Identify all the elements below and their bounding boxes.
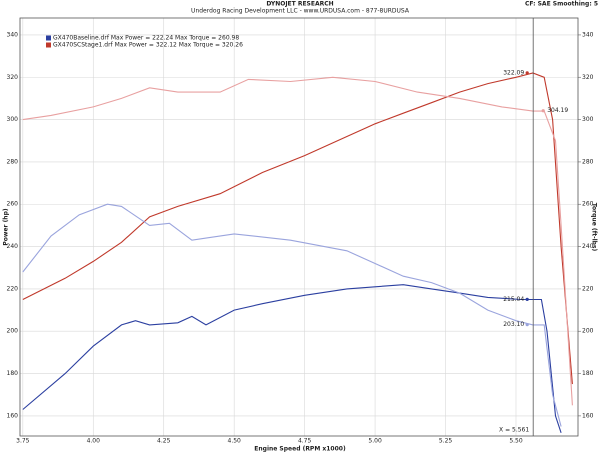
readout-dot	[525, 297, 529, 302]
y-tick-label: 240	[7, 243, 19, 250]
readout-dot	[525, 323, 529, 327]
x-tick-label: 5.25	[439, 438, 453, 445]
readout-label: 203.10	[503, 321, 524, 328]
plot-frame	[19, 17, 579, 437]
y-tick-label: 260	[7, 201, 19, 208]
readout-label: 304.19	[547, 107, 568, 114]
y2-tick-label: 180	[582, 370, 594, 377]
x-tick-label: 5.00	[368, 438, 382, 445]
y2-tick-label: 220	[582, 285, 594, 292]
y-tick-label: 300	[7, 116, 19, 123]
y2-tick-label: 260	[582, 201, 594, 208]
readout-label: 215.04	[503, 296, 524, 303]
x-tick-label: 4.75	[298, 438, 312, 445]
series-line	[22, 203, 562, 427]
y-tick-label: 200	[7, 328, 19, 335]
x-axis-label: Engine Speed (RPM x1000)	[254, 446, 346, 453]
corner-note: CF: SAE Smoothing: 5	[525, 1, 598, 8]
y-tick-label: 340	[7, 31, 19, 38]
y2-tick-label: 320	[582, 74, 594, 81]
y2-tick-label: 340	[582, 31, 594, 38]
x-tick-label: 4.00	[87, 438, 101, 445]
x-tick-label: 5.50	[509, 438, 523, 445]
y-axis-label: Power (hp)	[3, 208, 10, 245]
y2-tick-label: 200	[582, 328, 594, 335]
readout-label: 322.09	[503, 69, 524, 76]
chart-title: DYNOJET RESEARCH	[266, 1, 333, 8]
y2-tick-label: 280	[582, 158, 594, 165]
y2-axis-label: Torque (ft-lbs)	[591, 203, 598, 252]
y-tick-label: 320	[7, 74, 19, 81]
y-tick-label: 180	[7, 370, 19, 377]
y2-tick-label: 300	[582, 116, 594, 123]
y-tick-label: 160	[7, 412, 19, 419]
readout-dot	[541, 109, 545, 113]
readout-dot	[525, 71, 529, 75]
legend-swatch	[46, 42, 51, 48]
chart-subtitle: Underdog Racing Development LLC - www.UR…	[191, 8, 410, 15]
y-tick-label: 280	[7, 158, 19, 165]
cursor-label: X = 5.561	[499, 427, 529, 434]
y-tick-label: 220	[7, 285, 19, 292]
y2-tick-label: 160	[582, 412, 594, 419]
legend-label: GX470Baseline.drf Max Power = 222.24 Max…	[53, 35, 239, 42]
series-line	[22, 72, 573, 385]
x-tick-label: 4.50	[228, 438, 242, 445]
x-tick-label: 3.75	[16, 438, 30, 445]
y2-tick-label: 240	[582, 243, 594, 250]
legend-swatch	[46, 35, 51, 41]
legend-label: GX470SCStage1.drf Max Power = 322.12 Max…	[53, 42, 243, 49]
x-tick-label: 4.25	[157, 438, 171, 445]
